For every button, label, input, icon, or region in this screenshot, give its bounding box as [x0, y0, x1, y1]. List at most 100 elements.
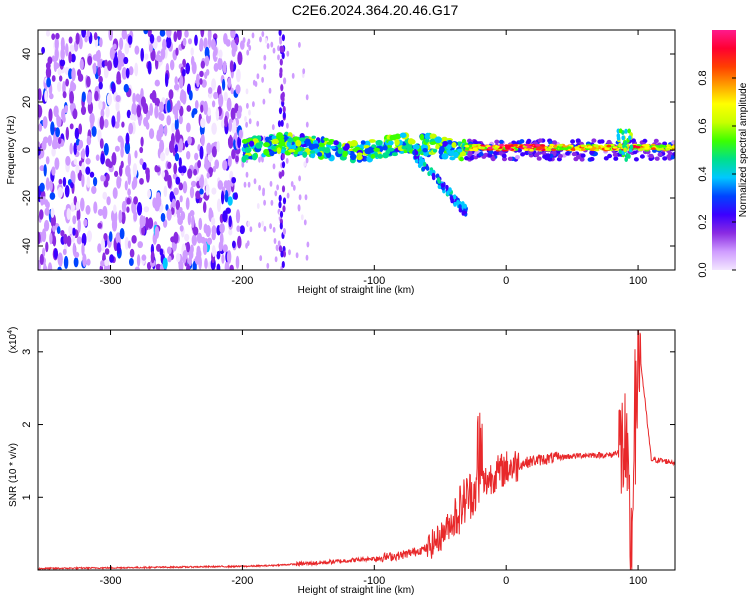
heatmap-cell — [210, 217, 216, 226]
heatmap-cell — [268, 87, 272, 94]
heatmap-cell — [53, 62, 60, 69]
heatmap-cell — [656, 148, 662, 151]
heatmap-cell — [370, 153, 376, 159]
heatmap-cell — [126, 206, 130, 213]
heatmap-cell — [170, 133, 175, 146]
heatmap-cell — [451, 142, 457, 148]
heatmap-cell — [275, 244, 279, 251]
heatmap-cell — [246, 49, 250, 56]
heatmap-cell — [149, 92, 155, 100]
heatmap-cell — [150, 251, 155, 264]
colorbar: 0.0 0.2 0.4 0.6 0.8 Normalized spectral ampl… — [697, 30, 749, 278]
heatmap-cell — [127, 240, 132, 249]
heatmap-cell — [176, 100, 181, 111]
heatmap-cell — [198, 255, 202, 270]
heatmap-cell — [194, 99, 199, 110]
snr-y-scale-exp: 4 — [7, 330, 14, 334]
heatmap-cell — [54, 141, 59, 149]
heatmap-cell — [469, 156, 474, 161]
heatmap-cell — [439, 146, 445, 153]
heatmap-cell — [255, 142, 263, 149]
heatmap-cell — [342, 150, 348, 158]
heatmap-cell — [269, 150, 275, 157]
heatmap-cell — [478, 151, 484, 157]
heatmap-cell — [168, 89, 174, 100]
heatmap-cell — [154, 226, 160, 239]
heatmap-cell — [86, 135, 92, 146]
y-tick-label: 20 — [21, 96, 33, 108]
heatmap-cell — [98, 75, 103, 84]
heatmap-cell — [231, 240, 236, 249]
heatmap-cell — [662, 156, 668, 161]
heatmap-cell — [169, 59, 175, 71]
heatmap-cell — [141, 254, 147, 261]
heatmap-cell — [302, 68, 306, 75]
heatmap-cell — [72, 215, 77, 225]
heatmap-cell — [318, 142, 325, 148]
heatmap-cell — [581, 148, 586, 151]
heatmap-cell — [453, 201, 457, 207]
heatmap-cell — [49, 192, 56, 200]
heatmap-cell — [226, 97, 232, 112]
heatmap-cell — [490, 156, 496, 162]
heatmap-cell — [141, 226, 146, 236]
heatmap-cell — [132, 92, 136, 105]
heatmap-cell — [631, 138, 636, 143]
heatmap-cell — [211, 225, 217, 236]
heatmap-cell — [394, 139, 400, 146]
heatmap-cell — [53, 248, 58, 260]
heatmap-cell — [225, 207, 231, 214]
heatmap-cell — [64, 105, 68, 114]
heatmap-cell — [492, 151, 498, 156]
heatmap-cell — [204, 258, 208, 270]
heatmap-cell — [69, 123, 74, 130]
chart-title: C2E6.2024.364.20.46.G17 — [292, 2, 459, 18]
heatmap-cell — [299, 137, 306, 142]
heatmap-cell — [606, 144, 612, 148]
heatmap-cell — [527, 145, 533, 149]
heatmap-cell — [513, 143, 518, 147]
heatmap-cell — [202, 241, 208, 256]
heatmap-cell — [245, 88, 249, 95]
heatmap-cell — [448, 187, 452, 193]
heatmap-cell — [591, 146, 597, 150]
heatmap-cell — [302, 151, 308, 158]
heatmap-cell — [535, 143, 541, 147]
heatmap-cell — [461, 210, 466, 216]
heatmap-cell — [66, 207, 71, 221]
colorbar-ticks: 0.0 0.2 0.4 0.6 0.8 — [697, 70, 736, 278]
heatmap-cell — [216, 140, 220, 153]
heatmap-cell — [282, 111, 286, 119]
heatmap-cell — [52, 225, 56, 232]
heatmap-cell — [80, 105, 87, 116]
heatmap-cell — [214, 159, 220, 170]
heatmap-cell — [124, 180, 128, 191]
heatmap-cell — [262, 98, 266, 105]
heatmap-cell — [195, 190, 201, 200]
heatmap-cell — [280, 250, 284, 258]
heatmap-cell — [79, 58, 84, 70]
heatmap-cell — [226, 179, 231, 189]
heatmap-cell — [76, 208, 81, 222]
heatmap-cell — [220, 190, 225, 205]
heatmap-cell — [442, 140, 448, 147]
heatmap-cell — [281, 261, 285, 268]
heatmap-cell — [624, 157, 628, 162]
heatmap-cell — [446, 144, 452, 150]
heatmap-cell — [91, 185, 97, 195]
heatmap-cell — [215, 107, 220, 122]
heatmap-cell — [473, 148, 479, 152]
heatmap-cell — [51, 147, 56, 157]
heatmap-cell — [102, 205, 108, 220]
heatmap-cell — [239, 225, 245, 235]
y-tick-label: 1 — [21, 494, 33, 500]
heatmap-cell — [149, 103, 154, 116]
heatmap-cell — [59, 75, 63, 82]
heatmap-cell — [648, 153, 654, 159]
heatmap-cell — [62, 248, 67, 256]
heatmap-cell — [126, 197, 131, 205]
heatmap-cell — [171, 122, 176, 133]
heatmap-cell — [73, 195, 78, 206]
heatmap-cell — [258, 222, 261, 229]
heatmap-cell — [95, 154, 100, 161]
